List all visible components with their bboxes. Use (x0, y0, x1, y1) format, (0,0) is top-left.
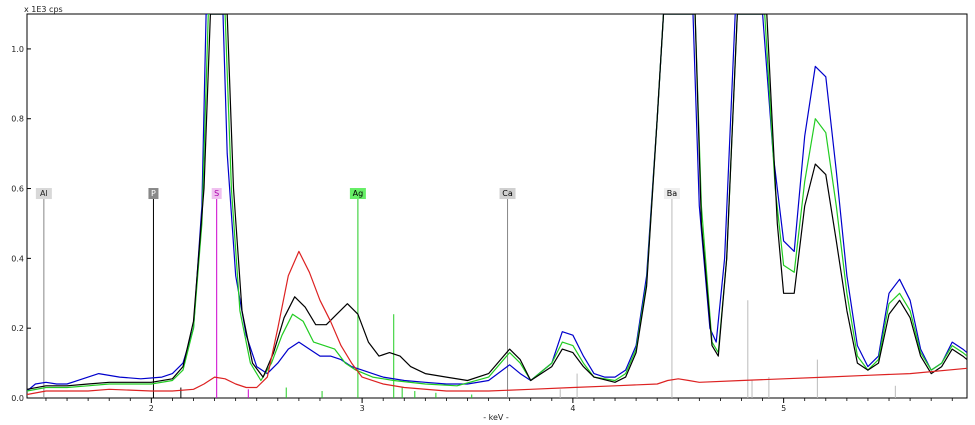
y-tick-label: 1.0 (11, 45, 24, 54)
element-tags: Al P S Ag Ca Ba (35, 188, 680, 200)
x-tick-label: 4 (570, 404, 575, 413)
x-tick-label: 2 (149, 404, 154, 413)
y-tick-label: 0.2 (11, 324, 24, 333)
y-axis-unit-label: x 1E3 cps (24, 5, 63, 14)
element-label-ag: Ag (353, 189, 364, 198)
element-label-p: P (151, 189, 156, 198)
x-tick-label: 5 (781, 404, 786, 413)
element-markers (43, 199, 673, 398)
y-tick-label: 0.0 (11, 394, 24, 403)
series-line-3 (27, 14, 967, 390)
series-line-4 (27, 250, 967, 396)
element-label-ca: Ca (502, 189, 513, 198)
element-tag-ba (663, 188, 680, 200)
axes: 0.0 0.2 0.4 0.6 0.8 1.0 2 3 4 5 (11, 13, 968, 413)
element-tag-s (211, 188, 222, 200)
element-tag-ag (349, 188, 366, 200)
element-tag-p (148, 188, 159, 200)
minor-lines (180, 300, 896, 398)
y-tick-label: 0.8 (11, 115, 24, 124)
element-label-al: Al (40, 189, 48, 198)
y-tick-label: 0.4 (11, 254, 24, 263)
series-line-2 (27, 14, 967, 392)
element-tag-al (35, 188, 52, 200)
plot-frame (26, 13, 968, 399)
x-tick-label: 3 (360, 404, 365, 413)
element-tag-ca (499, 188, 516, 200)
x-axis-label: - keV - (483, 413, 509, 422)
series-group (27, 14, 967, 396)
element-label-s: S (214, 189, 219, 198)
y-tick-label: 0.6 (11, 185, 24, 194)
element-label-ba: Ba (667, 189, 677, 198)
